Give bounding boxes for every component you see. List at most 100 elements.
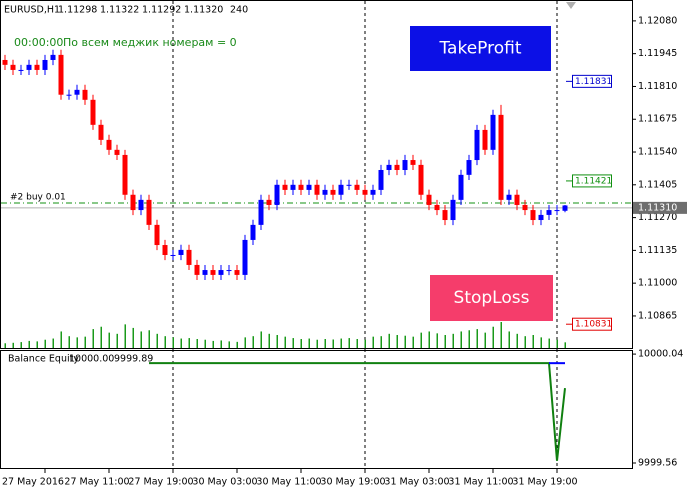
volume-bar: [100, 326, 102, 348]
y-tick-label: 1.11675: [638, 114, 677, 125]
level-label: 1.11831: [575, 77, 612, 87]
y-tick-label: 1.11000: [638, 278, 677, 289]
quote-close: 1.11320: [184, 5, 223, 16]
volume-bar: [412, 336, 414, 348]
candle-body: [18, 69, 24, 71]
y-tick-label: 1.11945: [638, 48, 677, 59]
candle-body: [362, 189, 368, 195]
x-tick-label: 30 May 19:00: [320, 477, 385, 488]
candle-body: [458, 174, 464, 200]
candle-body: [130, 194, 136, 211]
trade-button-label[interactable]: StopLoss: [454, 288, 530, 308]
volume-bar: [364, 339, 366, 348]
candle-body: [506, 194, 512, 200]
sub-title: Balance Equity: [8, 354, 79, 365]
volume-bar: [404, 335, 406, 348]
candle-body: [282, 184, 288, 190]
volume-bar: [420, 332, 422, 348]
info-text: По всем меджик номерам = 0: [63, 36, 237, 49]
candle-body: [354, 184, 360, 190]
volume-bar: [44, 339, 46, 348]
x-tick-label: 31 May 19:00: [512, 477, 577, 488]
volume-bar: [68, 336, 70, 348]
candle-body: [306, 184, 312, 190]
volume-bar: [204, 339, 206, 348]
level-box: [572, 174, 612, 188]
trade-button[interactable]: [430, 275, 553, 321]
y-tick-label: 9999.56: [638, 458, 677, 469]
candle-body: [10, 64, 16, 70]
volume-bar: [372, 336, 374, 348]
candle-body: [482, 129, 488, 150]
candle-body: [210, 270, 216, 275]
candle-body: [538, 214, 544, 221]
x-tick-label: 27 May 19:00: [128, 477, 193, 488]
level-box: [572, 317, 612, 331]
candle-body: [42, 59, 48, 70]
candle-body: [554, 210, 560, 212]
candle-body: [386, 164, 392, 170]
volume-bar: [516, 333, 518, 348]
volume-bar: [20, 342, 22, 348]
candle-body: [154, 224, 160, 246]
volume-bar: [300, 339, 302, 348]
candle-body: [530, 210, 536, 221]
volume-bar: [228, 341, 230, 348]
candle-body: [202, 270, 208, 275]
level-box: [572, 74, 612, 88]
candle-body: [466, 160, 472, 175]
volume-bar: [92, 329, 94, 348]
candle-body: [338, 184, 344, 195]
candle-body: [194, 264, 200, 275]
volume-bar: [500, 322, 502, 348]
volume-bar: [492, 326, 494, 348]
candle-body: [290, 184, 296, 190]
trade-button-label[interactable]: TakeProfit: [438, 39, 521, 59]
candle-body: [298, 184, 304, 190]
volume-bar: [460, 331, 462, 348]
volume-bar: [220, 340, 222, 348]
volume-bar: [84, 336, 86, 348]
volume-bar: [132, 327, 134, 348]
volume-bar: [388, 333, 390, 348]
candle-body: [330, 189, 336, 195]
volume-bar: [348, 338, 350, 348]
volume-bar: [172, 337, 174, 348]
volume-bar: [556, 339, 558, 348]
candle-body: [322, 189, 328, 195]
trade-button[interactable]: [410, 26, 551, 71]
candle-body: [2, 59, 8, 65]
level-label: 1.10831: [575, 320, 612, 330]
quote-low: 1.11292: [142, 5, 181, 16]
volume-bar: [316, 339, 318, 348]
volume-bar: [252, 336, 254, 348]
sub-legend-value: 9999.89: [114, 354, 153, 365]
volume-bar: [540, 337, 542, 348]
volume-bar: [476, 329, 478, 348]
candle-body: [450, 199, 456, 221]
candle-body: [74, 89, 80, 95]
candle-body: [90, 99, 96, 125]
candle-body: [66, 94, 72, 96]
volume-bar: [332, 339, 334, 348]
x-tick-label: 31 May 11:00: [448, 477, 513, 488]
volume-bar: [156, 333, 158, 348]
candle-body: [218, 270, 224, 275]
volume-bar: [260, 331, 262, 348]
level-label: 1.11421: [575, 176, 612, 186]
volume-bar: [532, 335, 534, 348]
volume-bar: [52, 338, 54, 348]
candle-body: [26, 64, 32, 70]
bid-box: [633, 201, 687, 214]
candle-body: [170, 254, 176, 256]
volume-bar: [188, 338, 190, 348]
volume-bar: [564, 342, 566, 348]
volume-bar: [276, 335, 278, 348]
volume-bar: [196, 339, 198, 348]
volume-bar: [28, 340, 30, 348]
candle-body: [378, 169, 384, 190]
candle-body: [434, 204, 440, 211]
candle-body: [546, 210, 552, 215]
y-tick-label: 1.11135: [638, 245, 677, 256]
